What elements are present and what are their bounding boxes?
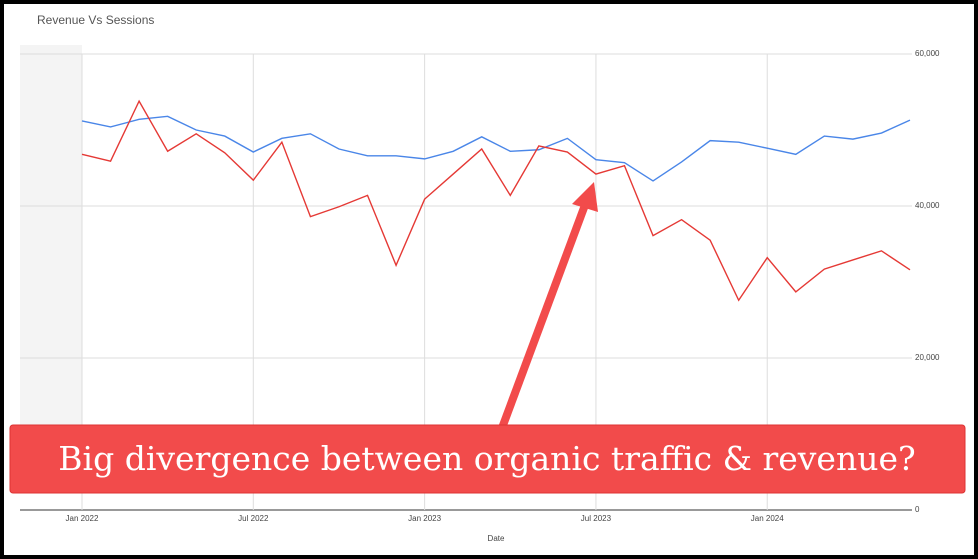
y-tick-label: 0 (915, 505, 920, 514)
arrow-shaft (498, 203, 589, 430)
y-tick-label: 60,000 (915, 49, 940, 58)
y-tick-label: 40,000 (915, 201, 940, 210)
y-tick-label: 20,000 (915, 353, 940, 362)
chart-title: Revenue Vs Sessions (37, 13, 154, 27)
blurred-axis (20, 45, 82, 485)
series-line (81, 99, 911, 302)
series-line (81, 115, 911, 182)
arrow-head (572, 182, 598, 212)
x-tick-label: Jan 2022 (66, 514, 99, 523)
annotation: Big divergence between organic traffic &… (9, 182, 966, 494)
x-tick-label: Jul 2022 (238, 514, 269, 523)
x-tick-label: Jan 2023 (408, 514, 441, 523)
x-tick-label: Jan 2024 (751, 514, 784, 523)
x-axis-label: Date (488, 534, 505, 543)
x-tick-label: Jul 2023 (581, 514, 612, 523)
banner (9, 424, 966, 494)
plot: 0 20,000 40,000 60,000 Jan 2022 Jul 2022 Jan 2… (20, 49, 940, 523)
banner-text: Big divergence between organic traffic &… (58, 439, 915, 478)
